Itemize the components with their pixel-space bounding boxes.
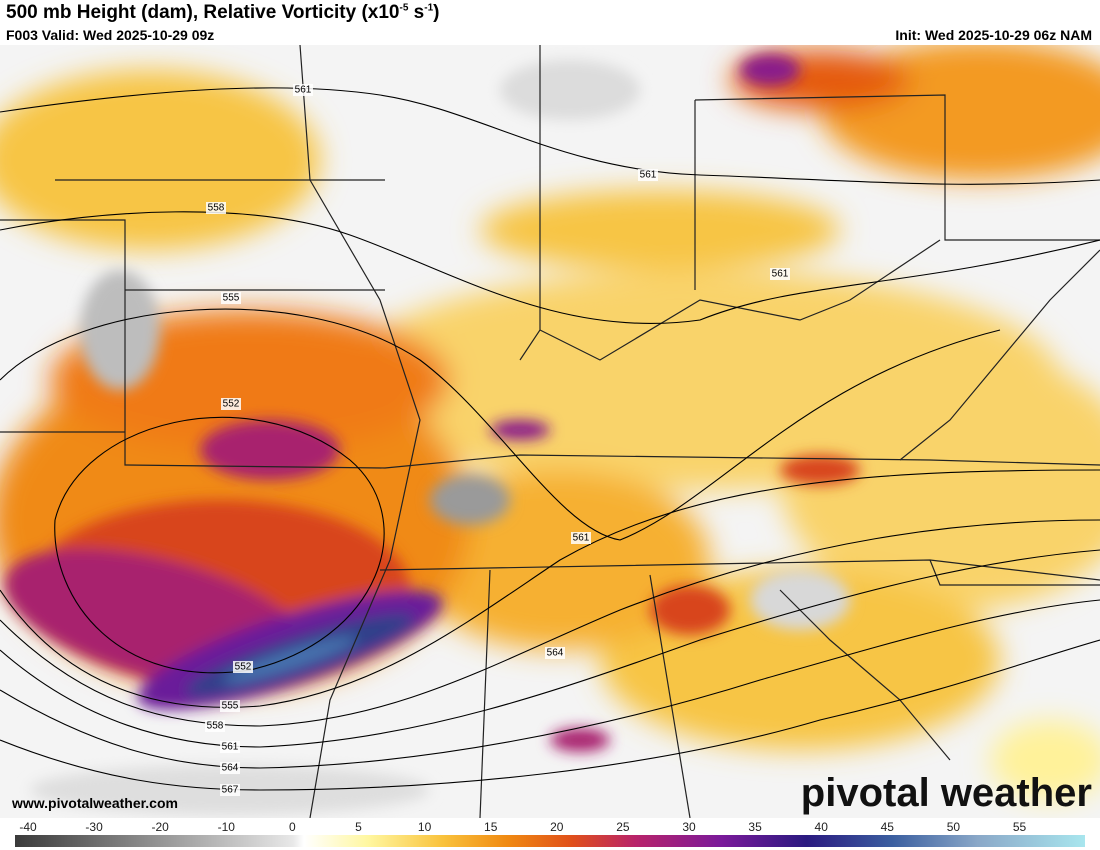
contour-labels: 561 561 558 555 552 561 561 564 552 555 558 561 564 5… (205, 84, 790, 796)
contour-label-bg (221, 398, 241, 410)
contour-label: 564 (547, 648, 564, 659)
colorbar-tick-label: 45 (881, 820, 895, 834)
contour-label-bg (220, 700, 240, 712)
colorbar-tick-label: 0 (289, 820, 296, 834)
contour-label: 561 (573, 533, 590, 544)
colorbar-ticks: -40 -30 -20 -10 0 5 10 15 20 25 30 35 40 45 50 55 (19, 820, 1026, 834)
height-contours (0, 87, 1100, 791)
colorbar-tick-label: -20 (152, 820, 170, 834)
map-title: 500 mb Height (dam), Relative Vorticity … (6, 2, 440, 24)
contour-label-bg (770, 268, 790, 280)
contour-label: 558 (207, 721, 224, 732)
contour-label: 567 (222, 785, 239, 796)
contour-label: 561 (640, 170, 657, 181)
colorbar-tick-label: -40 (19, 820, 37, 834)
contour-label-bg (221, 292, 241, 304)
contour-label-bg (571, 532, 591, 544)
state-borders (0, 45, 1100, 818)
contour-label: 561 (295, 85, 312, 96)
title-close: ) (433, 2, 440, 23)
valid-time: F003 Valid: Wed 2025-10-29 09z (6, 27, 215, 43)
contour-label-bg (220, 741, 240, 753)
contour-label: 561 (772, 269, 789, 280)
contour-label: 552 (235, 662, 252, 673)
colorbar-tick-label: 40 (815, 820, 829, 834)
colorbar-tick-label: -30 (85, 820, 103, 834)
contour-label-bg (293, 84, 313, 96)
contour-label: 558 (208, 203, 225, 214)
website: www.pivotalweather.com (11, 795, 178, 811)
colorbar-tick-label: 20 (550, 820, 564, 834)
logo-right: al weather (896, 771, 1092, 815)
contour-label-bg (220, 762, 240, 774)
contour-label: 555 (222, 701, 239, 712)
colorbar-tick-label: 15 (484, 820, 498, 834)
colorbar-tick-label: 30 (682, 820, 696, 834)
colorbar-tick-label: 5 (355, 820, 362, 834)
contour-label-bg (206, 202, 226, 214)
title-text: 500 mb Height (dam), Relative Vorticity … (6, 2, 400, 23)
colorbar-tick-label: 25 (616, 820, 630, 834)
init-time: Init: Wed 2025-10-29 06z NAM (895, 27, 1092, 43)
contour-label: 555 (223, 293, 240, 304)
colorbar-tick-label: 50 (947, 820, 961, 834)
title-exponent: -1 (424, 2, 434, 14)
contour-label-bg (220, 784, 240, 796)
title-exponent: -5 (399, 2, 409, 14)
colorbar-tick-label: 35 (748, 820, 762, 834)
contour-label-bg (233, 661, 253, 673)
contour-label: 561 (222, 742, 239, 753)
colorbar-tick-label: 10 (418, 820, 432, 834)
logo-left: pivot (801, 771, 897, 815)
title-unit: s (408, 2, 425, 23)
contour-label-bg (638, 169, 658, 181)
contour-label: 552 (223, 399, 240, 410)
logo: pivotal weather (801, 771, 1092, 815)
colorbar-tick-label: -10 (218, 820, 236, 834)
colorbar (15, 835, 1085, 847)
map-field: 561 561 558 555 552 561 561 564 552 555 558 561 564 5… (0, 45, 1100, 818)
colorbar-tick-label: 55 (1013, 820, 1027, 834)
contour-label-bg (205, 720, 225, 732)
contour-label-bg (545, 647, 565, 659)
contour-label: 564 (222, 763, 239, 774)
